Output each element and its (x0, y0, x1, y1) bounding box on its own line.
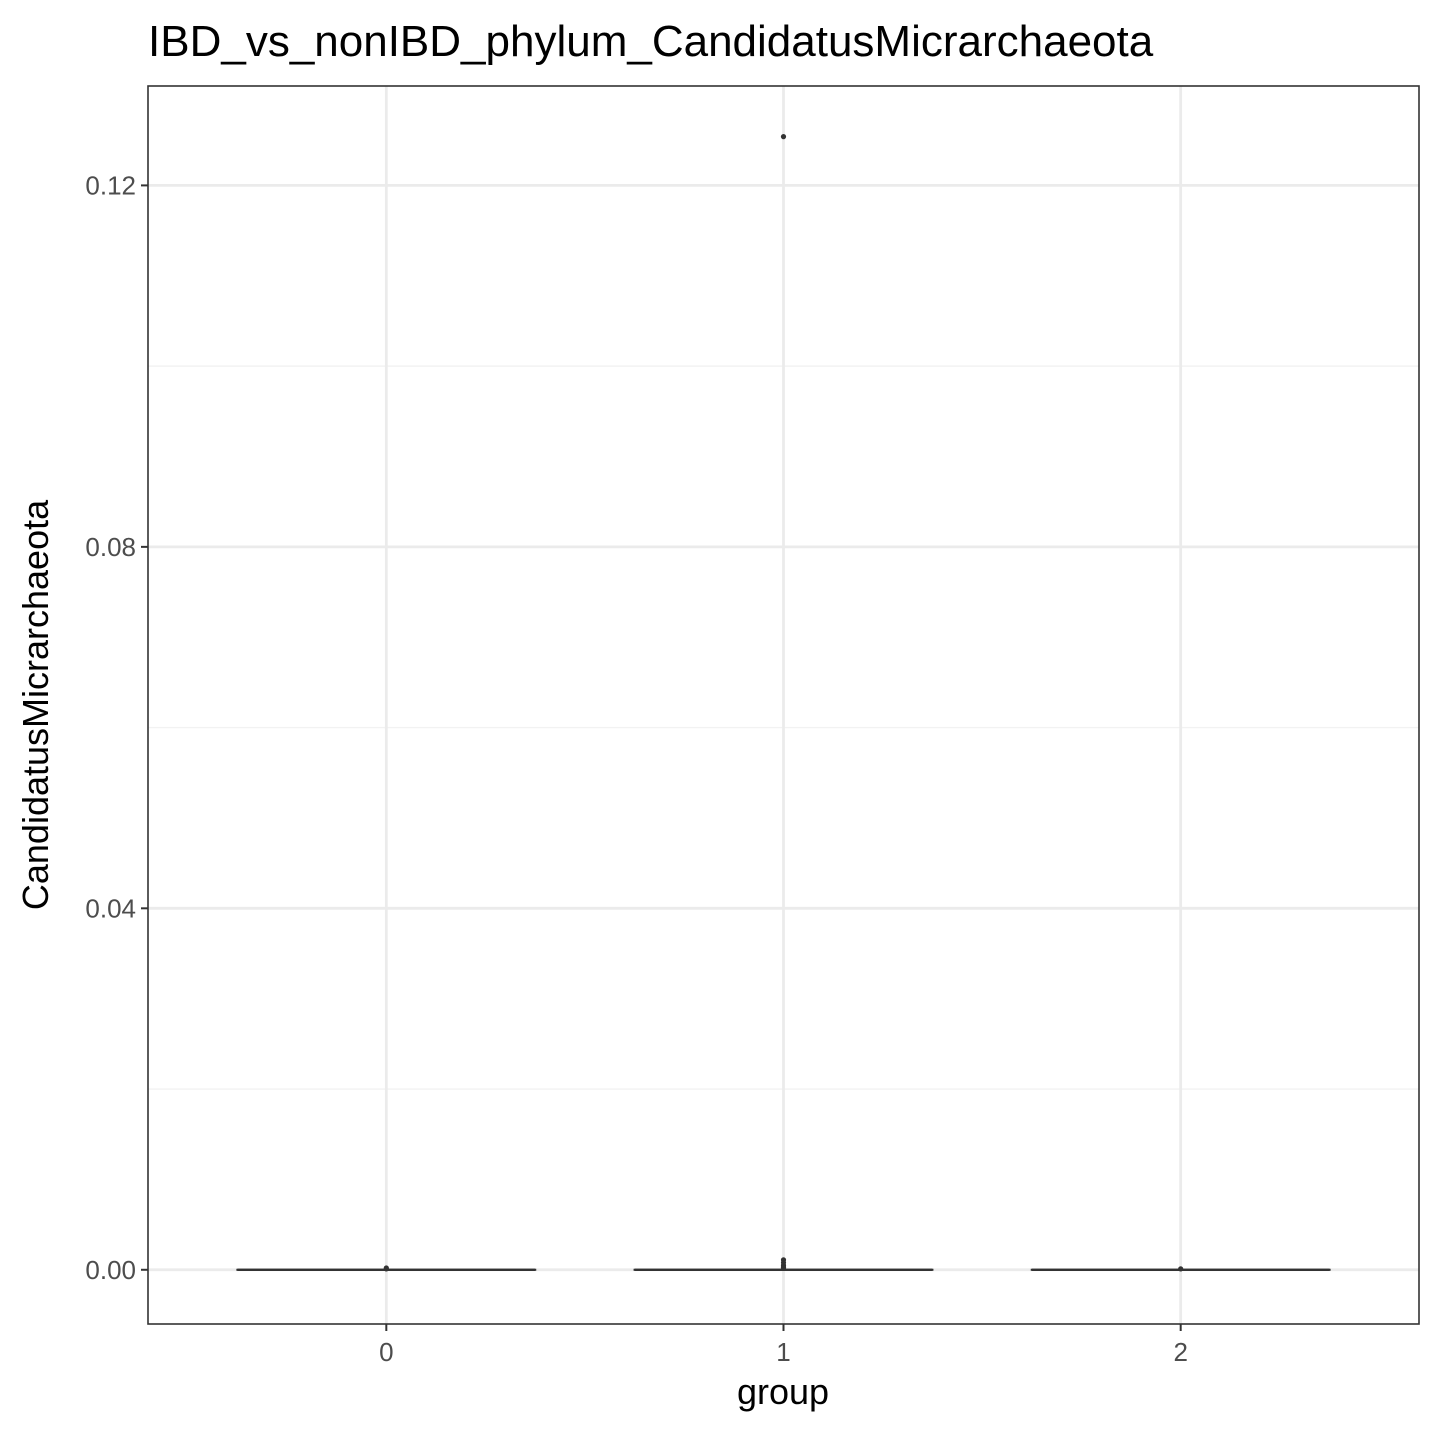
outlier-point (780, 1265, 787, 1271)
x-axis: 0 1 2 (379, 1324, 1188, 1367)
chart-title: IBD_vs_nonIBD_phylum_CandidatusMicrarcha… (148, 17, 1154, 66)
y-tick-label: 0.12 (85, 170, 136, 200)
y-tick-label: 0.08 (85, 532, 136, 562)
y-tick-label: 0.04 (85, 893, 136, 923)
y-tick-label: 0.00 (85, 1255, 136, 1285)
x-tick-label: 1 (776, 1337, 790, 1367)
x-tick-label: 0 (379, 1337, 393, 1367)
grid-lines (148, 86, 1419, 1324)
x-tick-label: 2 (1173, 1337, 1187, 1367)
outlier-point (780, 134, 787, 140)
outlier-point (383, 1265, 389, 1271)
outlier-point (1178, 1266, 1184, 1272)
y-axis: 0.00 0.04 0.08 0.12 (85, 170, 148, 1285)
y-axis-title: CandidatusMicrarchaeota (15, 499, 56, 910)
outlier-points (383, 134, 1184, 1272)
x-axis-title: group (737, 1371, 829, 1412)
